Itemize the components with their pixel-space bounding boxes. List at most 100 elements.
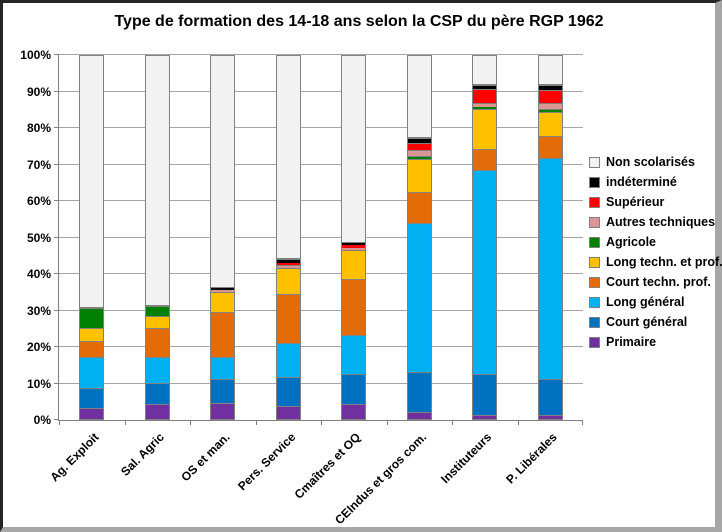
segment-Non scolarisés [407,56,431,138]
segment-indéterminé [407,137,431,144]
y-tick-label: 70% [26,157,51,172]
legend-item-Long techn. et prof.: Long techn. et prof. [589,255,722,269]
bar-Cmaîtres et OQ [341,55,367,420]
segment-Agricole [407,155,431,160]
segment-Primaire [342,404,366,419]
gridline-40% [59,273,583,274]
segment-Primaire [276,406,300,419]
segment-Supérieur [276,262,300,265]
segment-Autres techniques [407,150,431,156]
gridline-10% [59,382,583,384]
legend-label: Long techn. et prof. [606,255,722,269]
x-tickmark [255,421,257,425]
segment-Court général [145,382,169,405]
x-axis-label-Cmaîtres et OQ: Cmaîtres et OQ [291,430,364,502]
segment-Court techn. prof. [538,135,562,158]
y-tick-label: 20% [26,340,51,354]
gridline-70% [59,163,583,165]
bar-OS et man. [210,55,236,420]
gridline-60% [59,200,583,201]
legend-item-Non scolarisés: Non scolarisés [589,155,717,169]
segment-Non scolarisés [276,56,300,260]
segment-Agricole [80,308,104,329]
legend-swatch [589,276,600,288]
segment-Agricole [473,106,497,109]
segment-Non scolarisés [473,56,497,86]
segment-Long général [276,342,300,378]
legend-label: Agricole [606,235,657,249]
gridline-30% [59,309,583,311]
gridline-100% [59,54,583,55]
x-tickmark [59,421,60,425]
segment-Agricole [538,108,562,113]
segment-Non scolarisés [211,56,235,289]
segment-Court général [342,373,366,405]
segment-indéterminé [211,288,235,291]
y-tick-label: 30% [26,303,51,318]
segment-Primaire [407,411,431,419]
legend-label: Court techn. prof. [606,275,711,289]
segment-Long techn. et prof. [473,108,497,149]
legend-label: Supérieur [606,195,665,209]
segment-Autres techniques [342,247,366,251]
legend-item-Primaire: Primaire [589,335,717,349]
segment-Primaire [473,415,497,419]
y-tick-label: 100% [20,48,51,62]
chart-title: Type de formation des 14-18 ans selon la… [114,13,604,30]
segment-Autres techniques [211,290,235,292]
segment-Court général [538,379,562,416]
y-tickmark [54,54,59,55]
gridline-20% [59,346,583,347]
gridline-80% [59,127,583,128]
segment-Court général [80,388,104,409]
y-tick-label: 10% [26,376,51,391]
segment-Supérieur [473,88,497,104]
bar-Ag. Exploit [79,55,105,420]
segment-Supérieur [342,245,366,248]
plot-area: 0% 10% 20% 30% 40% 50% 60% 70% 80% 90% 100% Ag. Exp… [20,48,583,527]
y-tickmark [54,309,59,311]
x-tickmark [517,421,519,425]
segment-Long général [407,222,431,372]
legend-label: Long général [606,295,685,309]
segment-Court général [407,371,431,412]
x-tickmark [452,421,453,425]
y-tickmark [54,163,59,165]
legend-item-Court général: Court général [589,315,717,329]
legend-swatch [589,156,600,168]
legend-swatch [589,176,600,188]
segment-Long général [473,170,497,374]
segment-Autres techniques [276,264,300,269]
segment-Long général [80,357,104,389]
segment-Court techn. prof. [473,148,497,171]
legend-item-Long général: Long général [589,295,717,309]
segment-Court techn. prof. [276,293,300,343]
segment-Long techn. et prof. [80,328,104,341]
legend-swatch [589,256,600,268]
segment-Supérieur [407,143,431,151]
segment-Long général [342,335,366,374]
gridline-50% [59,236,583,238]
segment-Long techn. et prof. [276,268,300,294]
segment-Court général [473,373,497,416]
x-axis-label-Pers. Service: Pers. Service [234,430,299,494]
bar-CEIndus et gros com. [406,55,432,420]
legend-swatch [589,236,600,248]
y-tick-label: 0% [33,413,51,427]
x-tickmark [582,421,583,425]
segment-Non scolarisés [145,56,169,307]
y-tick-label: 50% [26,230,51,245]
legend-swatch [589,316,600,328]
segment-Court techn. prof. [80,340,104,358]
segment-Autres techniques [538,103,562,109]
x-axis-label-OS et man.: OS et man. [178,430,233,485]
segment-indéterminé [473,85,497,89]
bar-Pers. Service [275,55,301,420]
legend-item-Agricole: Agricole [589,235,717,249]
segment-Agricole [145,306,169,316]
y-tickmark [54,90,59,92]
segment-Long techn. et prof. [538,112,562,136]
y-tickmark [54,127,59,128]
legend-item-Court techn. prof.: Court techn. prof. [589,275,717,289]
x-tickmark [386,421,388,425]
